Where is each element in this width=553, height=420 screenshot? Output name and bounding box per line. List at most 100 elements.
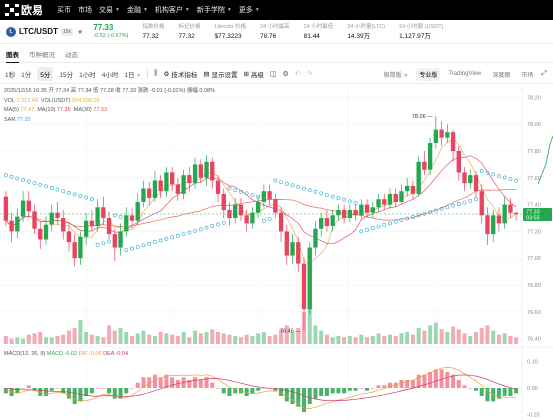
last-price-tag-value: 77.33 <box>526 210 540 216</box>
tab-coin-overview[interactable]: 币种概况 <box>29 51 55 59</box>
candle-body <box>49 212 54 225</box>
sar-dot <box>290 183 295 188</box>
trading-pair[interactable]: LTC/USDT <box>19 27 58 36</box>
stat-mark-price: 标记价格 77.32 <box>178 23 201 40</box>
candle-body <box>324 218 330 227</box>
y-axis-tick-label: 77.00 <box>527 256 541 262</box>
timeframe-1d[interactable]: 1日 ▼ <box>124 71 142 79</box>
timeframe-15m[interactable]: 15分 <box>59 71 74 79</box>
stat-24h-volume: 24 小时量(LTC) 14.39万 <box>347 23 386 40</box>
candle-body <box>187 175 192 184</box>
sar-dot <box>388 221 392 226</box>
sar-dot <box>124 248 129 253</box>
sar-dot <box>170 235 175 240</box>
volume-bar <box>72 328 77 344</box>
volume-bar <box>284 325 289 344</box>
sar-dot <box>221 220 226 225</box>
candle-body <box>204 161 209 178</box>
volume-bar <box>491 330 496 344</box>
redo-icon[interactable]: ↷ <box>306 70 313 78</box>
macd-histogram-bar <box>451 374 456 388</box>
leverage-chip: 10x <box>60 27 74 36</box>
view-pro[interactable]: 专业版 <box>416 67 441 81</box>
volume-bar <box>221 333 226 344</box>
star-icon[interactable]: ★ <box>77 28 84 36</box>
macd-histogram-bar <box>439 369 444 388</box>
macd-histogram-bar <box>66 388 71 399</box>
volume-bar <box>485 325 490 344</box>
nav-trade[interactable]: 交易 ▼ <box>99 7 120 14</box>
sar-dot <box>227 186 232 191</box>
y-axis-tick-label: 76.80 <box>527 283 541 289</box>
timeframe-4h[interactable]: 4小时 <box>101 71 119 79</box>
sar-dot <box>479 169 484 174</box>
candlestick-chart[interactable]: 78.20 78.00 77.80 77.60 77.40 77.20 77.00 76.80… <box>0 84 553 420</box>
macd-histogram-bar <box>147 377 152 388</box>
nav-academy[interactable]: 新手学院 ▼ <box>196 7 232 14</box>
view-tradingview[interactable]: TradingView <box>448 71 482 77</box>
view-market[interactable]: 市场 <box>521 72 534 79</box>
macd-histogram-bar <box>193 377 198 388</box>
volume-bar <box>290 332 295 344</box>
sar-dot <box>49 186 54 190</box>
okx-logo[interactable]: 欧易 <box>5 2 43 18</box>
sar-dot <box>399 218 404 223</box>
sar-dot <box>55 187 60 192</box>
sar-dot <box>153 240 157 245</box>
sar-dot <box>514 178 519 183</box>
volume-bar <box>84 332 89 344</box>
candle-body <box>89 220 95 227</box>
sar-dot <box>382 223 387 227</box>
candle-body <box>439 129 444 138</box>
sar-dot <box>296 185 301 189</box>
tab-chart[interactable]: 图表 <box>6 49 19 63</box>
y-axis-tick-label: 77.40 <box>527 203 541 209</box>
nav-market[interactable]: 市场 <box>78 7 92 14</box>
macd-histogram-bar <box>256 388 261 391</box>
volume-bar <box>118 328 123 344</box>
ma30-line <box>5 189 517 227</box>
high-price-label: 78.06 — <box>412 114 433 120</box>
expand-icon[interactable]: ⤢ <box>541 70 547 77</box>
timeframe-1m[interactable]: 1分 <box>21 71 32 79</box>
macd-histogram-bar <box>261 388 266 389</box>
camera-icon[interactable]: ◫ <box>269 70 277 78</box>
timeframe-1h[interactable]: 1小时 <box>79 71 96 79</box>
macd-histogram-bar <box>330 388 335 394</box>
macd-histogram-bar <box>164 374 169 388</box>
candle-body <box>416 161 421 194</box>
stat-24h-high: 24 小时最高 78.76 <box>260 23 290 40</box>
view-depth[interactable]: 深度图 <box>492 72 511 79</box>
volume-bar <box>21 338 26 344</box>
candle-body <box>141 188 146 202</box>
macd-histogram-bar <box>38 388 43 396</box>
candle-body <box>250 212 255 224</box>
volume-bar <box>273 334 278 344</box>
indicators-icon: ⚙ <box>163 70 170 78</box>
macd-histogram-bar <box>422 374 427 388</box>
nav-buy-crypto[interactable]: 买币 <box>57 7 71 14</box>
nav-finance[interactable]: 金融 ▼ <box>126 7 148 14</box>
candle-body <box>261 191 267 202</box>
macd-histogram-bar <box>198 380 203 388</box>
nav-institutional[interactable]: 机构客户 ▼ <box>154 7 190 14</box>
nav-more[interactable]: 更多 ▼ <box>238 7 260 14</box>
advanced-button[interactable]: ⊞ 高级 <box>243 70 264 79</box>
tab-news[interactable]: 动态 <box>65 51 78 59</box>
macd-histogram-bar <box>43 388 49 396</box>
settings-icon[interactable]: ⚙ <box>282 70 289 78</box>
volume-bar <box>238 337 243 344</box>
y-axis-tick-label: 78.00 <box>527 122 541 128</box>
candle-body <box>468 175 473 184</box>
timeframe-1s[interactable]: 1秒 <box>5 71 16 79</box>
candle-body <box>221 193 226 210</box>
indicators-button[interactable]: ⚙ 技术指标 <box>163 70 198 79</box>
candle-type-icon[interactable]: ⫼ <box>154 69 158 77</box>
candle-body <box>175 184 181 194</box>
sar-dot <box>422 211 427 216</box>
undo-icon[interactable]: ↶ <box>294 70 301 78</box>
ma10-line <box>5 155 517 245</box>
display-settings-button[interactable]: ▤ 显示设置 <box>203 70 238 79</box>
view-simple[interactable]: 极简版 ▼ <box>383 72 409 79</box>
timeframe-5m[interactable]: 5分 <box>37 66 54 81</box>
